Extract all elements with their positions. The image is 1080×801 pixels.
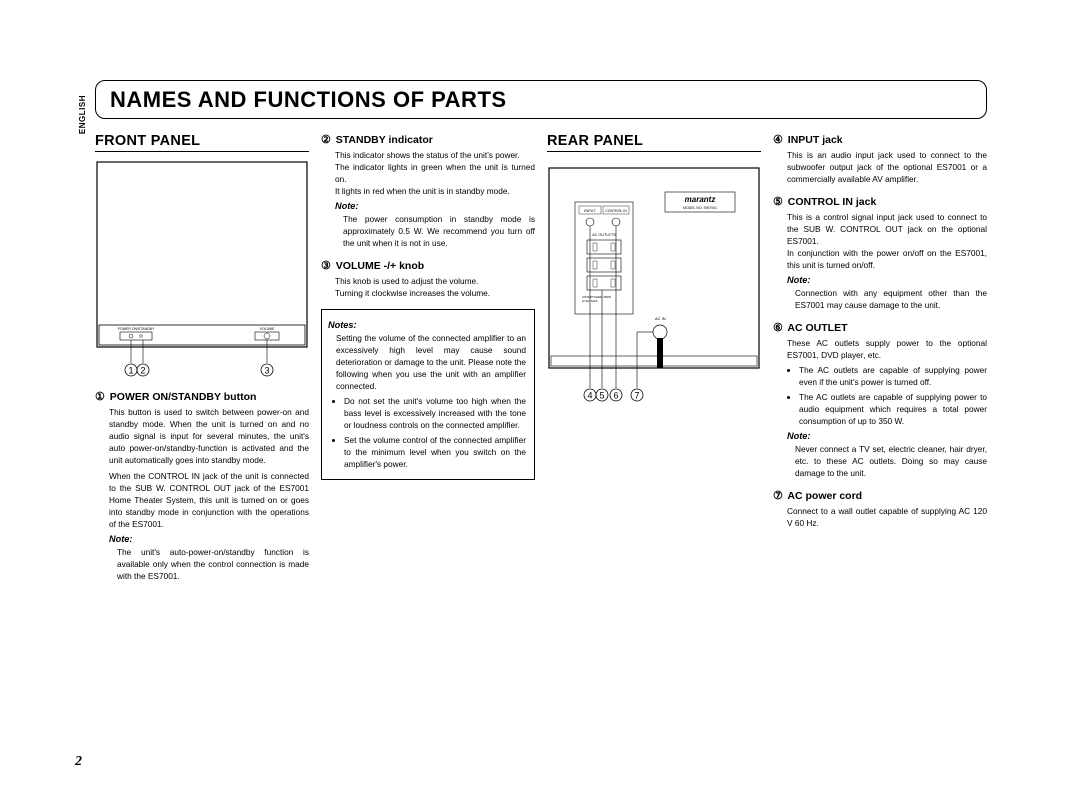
callout-2-icon: ② bbox=[321, 133, 331, 146]
notes-box-intro: Setting the volume of the connected ampl… bbox=[328, 332, 526, 392]
svg-text:2: 2 bbox=[140, 366, 145, 376]
svg-text:7: 7 bbox=[634, 391, 639, 401]
item-1-body2: When the CONTROL IN jack of the unit is … bbox=[95, 470, 309, 530]
item-6-title: AC OUTLET bbox=[787, 322, 847, 334]
item-6-note: Never connect a TV set, electric cleaner… bbox=[773, 443, 987, 479]
callout-5-icon: ⑤ bbox=[773, 195, 783, 208]
svg-text:AC IN: AC IN bbox=[655, 316, 666, 321]
item-2-body3: It lights in red when the unit is in sta… bbox=[321, 185, 535, 197]
svg-text:VOLUME: VOLUME bbox=[260, 327, 275, 331]
item-1-note-label: Note: bbox=[109, 534, 309, 544]
title-bar: NAMES AND FUNCTIONS OF PARTS bbox=[95, 80, 987, 119]
svg-text:1: 1 bbox=[128, 366, 133, 376]
callout-7-icon: ⑦ bbox=[773, 489, 783, 502]
item-1-title: POWER ON/STANDBY button bbox=[110, 391, 257, 403]
item-6-body: These AC outlets supply power to the opt… bbox=[773, 337, 987, 361]
svg-text:CONTROL IN: CONTROL IN bbox=[605, 209, 627, 213]
item-5-note-label: Note: bbox=[787, 275, 987, 285]
column-3: REAR PANEL marantz MODEL NO. SW7001 INPU… bbox=[547, 133, 761, 592]
svg-text:marantz: marantz bbox=[685, 195, 716, 204]
svg-text:AC OUTLETS: AC OUTLETS bbox=[592, 233, 616, 237]
svg-text:3: 3 bbox=[264, 366, 269, 376]
column-4: ④ INPUT jack This is an audio input jack… bbox=[773, 133, 987, 592]
item-7-title: AC power cord bbox=[787, 490, 862, 502]
rear-panel-heading: REAR PANEL bbox=[547, 133, 761, 152]
svg-text:5: 5 bbox=[599, 391, 604, 401]
item-2-body: This indicator shows the status of the u… bbox=[321, 149, 535, 161]
callout-4-icon: ④ bbox=[773, 133, 783, 146]
column-2: ② STANDBY indicator This indicator shows… bbox=[321, 133, 535, 592]
item-4-title: INPUT jack bbox=[788, 134, 843, 146]
rear-item-7: ⑦ AC power cord Connect to a wall outlet… bbox=[773, 489, 987, 529]
callout-6-icon: ⑥ bbox=[773, 321, 783, 334]
item-2-title: STANDBY indicator bbox=[336, 134, 433, 146]
notes-box: Notes: Setting the volume of the connect… bbox=[321, 309, 535, 480]
item-2-note: The power consumption in standby mode is… bbox=[321, 213, 535, 249]
column-1: FRONT PANEL POWER ON/STANDBY VOLUME 1 2 bbox=[95, 133, 309, 592]
item-1-note: The unit's auto-power-on/standby functio… bbox=[95, 546, 309, 582]
front-panel-diagram: POWER ON/STANDBY VOLUME 1 2 3 bbox=[95, 160, 309, 385]
item-3-body2: Turning it clockwise increases the volum… bbox=[321, 287, 535, 299]
item-6-bullet-2: The AC outlets are capable of supplying … bbox=[799, 391, 987, 427]
front-panel-heading: FRONT PANEL bbox=[95, 133, 309, 152]
front-item-2: ② STANDBY indicator This indicator shows… bbox=[321, 133, 535, 249]
rear-panel-diagram: marantz MODEL NO. SW7001 INPUT CONTROL I… bbox=[547, 160, 761, 410]
item-6-note-label: Note: bbox=[787, 431, 987, 441]
notes-bullet-2: Set the volume control of the connected … bbox=[344, 434, 526, 470]
page-number: 2 bbox=[75, 754, 82, 770]
item-5-body: This is a control signal input jack used… bbox=[773, 211, 987, 247]
svg-text:INPUT: INPUT bbox=[584, 209, 596, 213]
page-content: NAMES AND FUNCTIONS OF PARTS FRONT PANEL… bbox=[95, 80, 987, 592]
front-item-3: ③ VOLUME -/+ knob This knob is used to a… bbox=[321, 259, 535, 299]
item-4-body: This is an audio input jack used to conn… bbox=[773, 149, 987, 185]
item-5-title: CONTROL IN jack bbox=[788, 196, 877, 208]
rear-item-4: ④ INPUT jack This is an audio input jack… bbox=[773, 133, 987, 185]
svg-text:POWER ON/STANDBY: POWER ON/STANDBY bbox=[118, 327, 155, 331]
page-title: NAMES AND FUNCTIONS OF PARTS bbox=[110, 87, 972, 113]
svg-text:MODEL NO. SW7001: MODEL NO. SW7001 bbox=[683, 206, 717, 210]
rear-item-6: ⑥ AC OUTLET These AC outlets supply powe… bbox=[773, 321, 987, 479]
item-2-note-label: Note: bbox=[335, 201, 535, 211]
item-1-body: This button is used to switch between po… bbox=[95, 406, 309, 466]
language-tab: ENGLISH bbox=[78, 95, 87, 134]
item-5-note: Connection with any equipment other than… bbox=[773, 287, 987, 311]
item-5-body2: In conjunction with the power on/off on … bbox=[773, 247, 987, 271]
callout-3-icon: ③ bbox=[321, 259, 331, 272]
item-7-body: Connect to a wall outlet capable of supp… bbox=[773, 505, 987, 529]
notes-bullet-1: Do not set the unit's volume too high wh… bbox=[344, 395, 526, 431]
svg-text:4: 4 bbox=[587, 391, 592, 401]
rear-item-5: ⑤ CONTROL IN jack This is a control sign… bbox=[773, 195, 987, 311]
item-3-body: This knob is used to adjust the volume. bbox=[321, 275, 535, 287]
callout-1-icon: ① bbox=[95, 390, 105, 403]
notes-box-label: Notes: bbox=[328, 320, 526, 330]
item-6-bullet-1: The AC outlets are capable of supplying … bbox=[799, 364, 987, 388]
front-item-1: ① POWER ON/STANDBY button This button is… bbox=[95, 390, 309, 582]
item-2-body2: The indicator lights in green when the u… bbox=[321, 161, 535, 185]
svg-text:6: 6 bbox=[613, 391, 618, 401]
item-3-title: VOLUME -/+ knob bbox=[336, 260, 424, 272]
